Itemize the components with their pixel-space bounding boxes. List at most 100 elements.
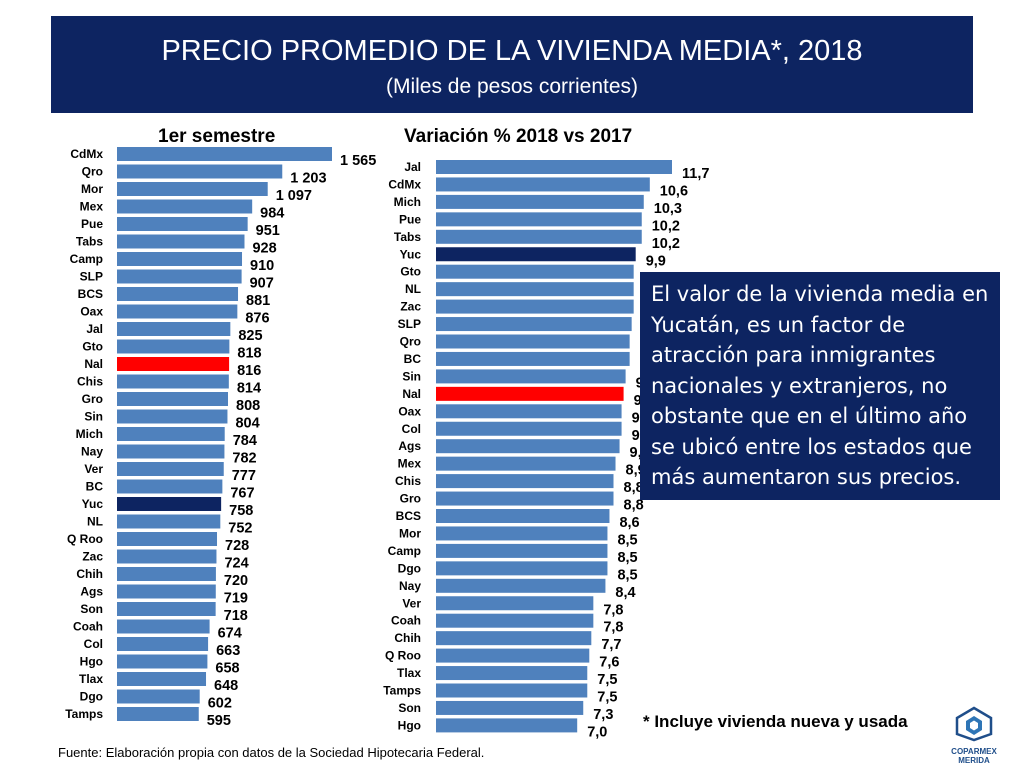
variation-category-label-mex: Mex <box>398 457 422 471</box>
price-category-label-jal: Jal <box>86 322 103 336</box>
price-value-label-gro: 808 <box>236 398 260 414</box>
variation-value-label-jal: 11,7 <box>682 166 709 182</box>
price-value-label-oax: 876 <box>245 311 269 327</box>
variation-bar-nl <box>436 282 634 297</box>
price-category-label-bcs: BCS <box>78 287 103 301</box>
variation-category-label-camp: Camp <box>388 544 421 558</box>
variation-value-label-dgo: 8,5 <box>617 567 637 583</box>
price-category-label-tlax: Tlax <box>79 672 103 686</box>
page-subtitle: (Miles de pesos corrientes) <box>385 75 639 98</box>
variation-bar-bcs <box>436 509 610 523</box>
variation-category-label-yuc: Yuc <box>400 247 422 261</box>
variation-bar-sin <box>436 369 626 384</box>
variation-category-label-tamps: Tamps <box>383 684 421 698</box>
price-bar-slp <box>117 269 242 284</box>
variation-category-label-cdmx: CdMx <box>388 177 421 191</box>
variation-category-label-nl: NL <box>405 282 421 296</box>
price-category-label-mich: Mich <box>76 427 103 441</box>
variation-bar-nay <box>436 578 606 593</box>
variation-value-label-camp: 8,5 <box>617 550 637 566</box>
price-bar-yuc <box>117 497 222 511</box>
variation-category-label-gro: Gro <box>400 492 421 506</box>
variation-value-label-son: 7,3 <box>593 707 613 723</box>
variation-category-label-bcs: BCS <box>396 509 421 523</box>
price-category-label-col: Col <box>84 637 103 651</box>
price-value-label-gto: 818 <box>237 346 261 362</box>
variation-value-label-cdmx: 10,6 <box>660 183 688 199</box>
price-category-label-tabs: Tabs <box>76 235 103 249</box>
variation-bar-coah <box>436 613 594 628</box>
price-bar-chis <box>117 374 229 389</box>
price-value-label-col: 663 <box>216 643 240 659</box>
price-value-label-ags: 719 <box>224 591 248 607</box>
price-bar-oax <box>117 304 238 319</box>
price-bar-son <box>117 602 216 616</box>
variation-category-label-q-roo: Q Roo <box>385 649 421 663</box>
variation-bar-mor <box>436 526 608 541</box>
price-bar-nay <box>117 444 225 459</box>
price-bar-dgo <box>117 689 200 704</box>
variation-category-label-ver: Ver <box>402 596 421 610</box>
price-bar-gto <box>117 339 230 354</box>
price-value-label-nal: 816 <box>237 363 261 379</box>
variation-value-label-q-roo: 7,6 <box>599 655 619 671</box>
price-bar-qro <box>117 164 283 179</box>
variation-bar-oax <box>436 404 622 419</box>
price-bar-mex <box>117 199 253 214</box>
price-value-label-bcs: 881 <box>246 293 270 309</box>
variation-category-label-nay: Nay <box>399 579 421 593</box>
variation-bar-tabs <box>436 229 642 244</box>
price-bar-tabs <box>117 234 245 249</box>
price-category-label-pue: Pue <box>81 217 103 231</box>
variation-bar-chih <box>436 631 592 646</box>
variation-bar-son <box>436 700 584 715</box>
variation-bar-ver <box>436 596 594 611</box>
price-category-label-cdmx: CdMx <box>70 147 103 161</box>
price-bar-pue <box>117 217 248 231</box>
variation-category-label-tlax: Tlax <box>397 666 421 680</box>
price-value-label-bc: 767 <box>230 486 254 502</box>
variation-category-label-mor: Mor <box>399 526 421 540</box>
price-category-label-camp: Camp <box>70 252 103 266</box>
price-bar-gro <box>117 392 229 406</box>
variation-bar-chart: Jal 11,7 CdMx 10,6 Mich 10,3 Pue 10,2 Tabs 10,2 Yu… <box>383 160 709 740</box>
price-bar-mor <box>117 182 268 196</box>
price-bar-zac <box>117 549 217 564</box>
price-value-label-cdmx: 1 565 <box>340 153 376 169</box>
variation-value-label-tamps: 7,5 <box>597 690 617 706</box>
price-bar-tlax <box>117 672 207 686</box>
variation-bar-qro <box>436 334 630 349</box>
price-value-label-yuc: 758 <box>229 503 253 519</box>
page-title: PRECIO PROMEDIO DE LA VIVIENDA MEDIA*, 2… <box>161 35 863 67</box>
variation-bar-zac <box>436 299 634 314</box>
variation-value-label-chis: 8,8 <box>624 480 644 496</box>
price-category-label-chis: Chis <box>77 375 103 389</box>
variation-bar-bc <box>436 351 630 366</box>
price-value-label-chih: 720 <box>224 573 248 589</box>
price-value-label-mex: 984 <box>260 206 284 222</box>
variation-category-label-pue: Pue <box>399 212 421 226</box>
price-category-label-qro: Qro <box>82 165 103 179</box>
price-bar-mich <box>117 427 225 441</box>
variation-bar-gto <box>436 264 634 279</box>
variation-category-label-oax: Oax <box>398 404 421 418</box>
price-category-label-ver: Ver <box>84 462 103 476</box>
price-bar-ags <box>117 584 216 599</box>
price-value-label-tlax: 648 <box>214 678 238 694</box>
price-value-label-tamps: 595 <box>207 713 231 729</box>
variation-bar-dgo <box>436 561 608 576</box>
price-category-label-tamps: Tamps <box>65 707 103 721</box>
title-banner: PRECIO PROMEDIO DE LA VIVIENDA MEDIA*, 2… <box>51 16 973 113</box>
price-bar-nl <box>117 514 221 529</box>
variation-bar-nal <box>436 386 624 401</box>
footnote: * Incluye vivienda nueva y usada <box>643 712 908 731</box>
price-category-label-gro: Gro <box>82 392 103 406</box>
coparmex-logo: COPARMEX MERIDA <box>943 706 1005 765</box>
price-category-label-hgo: Hgo <box>80 655 103 669</box>
variation-category-label-chis: Chis <box>395 474 421 488</box>
variation-value-label-gro: 8,8 <box>624 498 644 514</box>
yucatan-callout: El valor de la vivienda media en Yucatán… <box>640 272 1000 500</box>
variation-bar-cdmx <box>436 177 650 192</box>
price-value-label-hgo: 658 <box>215 661 239 677</box>
variation-value-label-tabs: 10,2 <box>652 236 680 252</box>
